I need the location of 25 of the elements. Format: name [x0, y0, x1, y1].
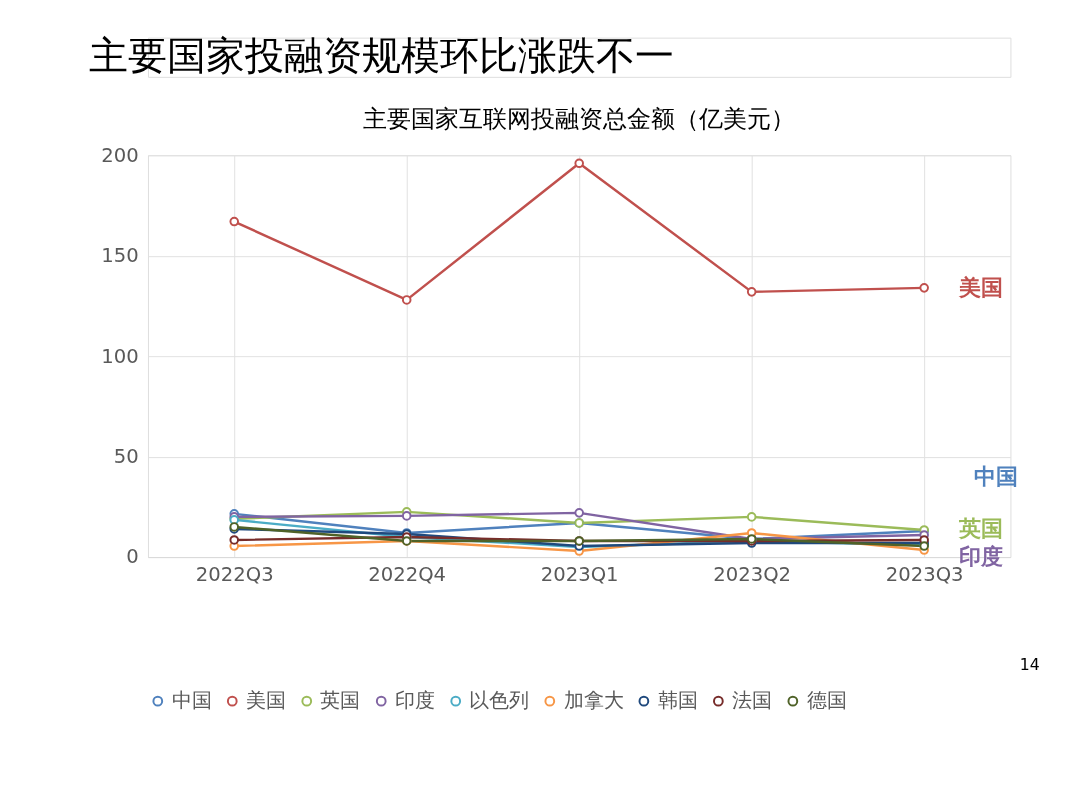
annotation: 中国: [973, 463, 1018, 489]
y-tick-label: 0: [126, 545, 139, 569]
chart-subtitle: 主要国家互联网投融资总金额（亿美元）: [363, 104, 796, 133]
chart-title: 主要国家投融资规模环比涨跌不一: [89, 33, 675, 79]
annotation: 美国: [958, 274, 1004, 300]
y-tick-label: 50: [113, 444, 139, 468]
legend-label: 美国: [245, 689, 286, 713]
legend-label: 中国: [171, 689, 212, 713]
x-tick-label: 2023Q1: [540, 563, 619, 587]
legend-label: 印度: [394, 689, 435, 713]
legend-label: 韩国: [657, 689, 698, 713]
x-tick-label: 2022Q4: [368, 563, 447, 587]
legend-label: 英国: [320, 689, 361, 713]
x-tick-label: 2022Q3: [195, 563, 274, 587]
legend-label: 法国: [732, 689, 773, 713]
annotation: 英国: [958, 515, 1004, 541]
y-tick-label: 150: [101, 244, 139, 268]
x-tick-label: 2023Q2: [713, 563, 792, 587]
y-tick-label: 200: [101, 143, 139, 167]
legend-label: 德国: [806, 689, 847, 713]
text: 14: [1019, 654, 1040, 674]
legend-label: 以色列: [469, 689, 530, 713]
y-tick-label: 100: [101, 344, 139, 368]
legend-label: 加拿大: [563, 689, 624, 713]
x-tick-label: 2023Q3: [885, 563, 964, 587]
